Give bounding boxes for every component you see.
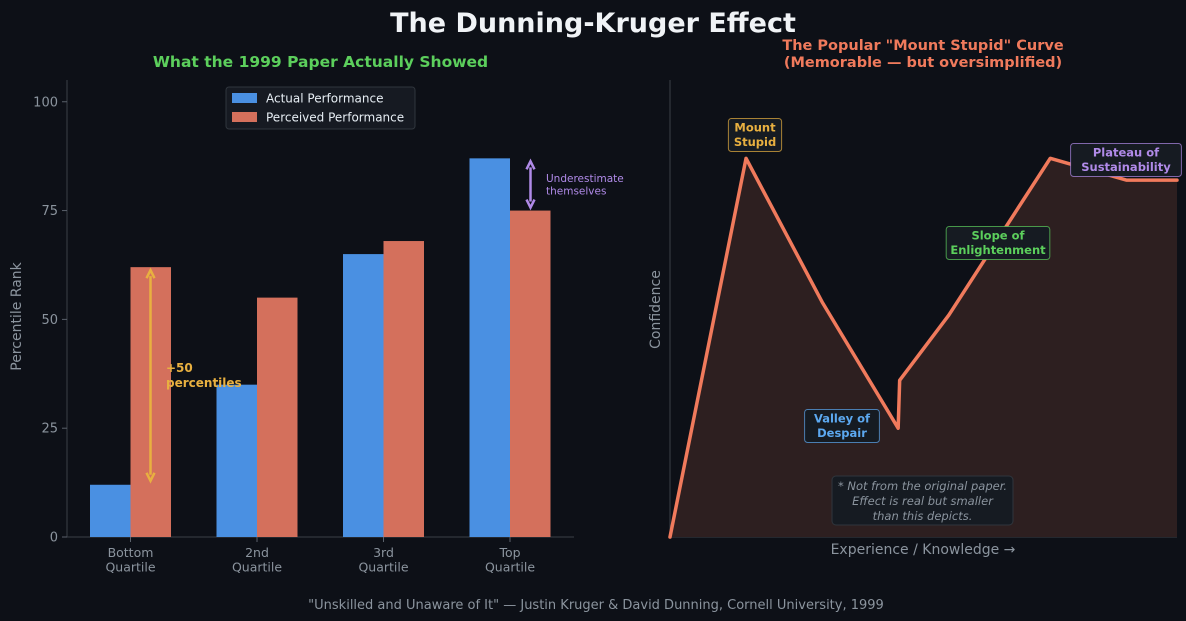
left-chart-title: What the 1999 Paper Actually Showed bbox=[153, 53, 488, 71]
disclaimer-box bbox=[831, 475, 1014, 526]
gap-annotation-label: +50 percentiles bbox=[166, 361, 242, 390]
left-y-tick-label: 0 bbox=[50, 531, 58, 546]
valley-of-despair-label-box bbox=[804, 409, 880, 443]
slope-of-enlightenment-label-box bbox=[945, 226, 1051, 260]
plateau-of-sustainability-label: Plateau of Sustainability bbox=[1081, 146, 1171, 175]
slope-of-enlightenment-label: Slope of Enlightenment bbox=[950, 229, 1046, 258]
actual-performance-bar bbox=[216, 384, 257, 537]
legend-swatch-actual bbox=[232, 93, 257, 103]
right-line-chart: The Popular "Mount Stupid" Curve (Memorab… bbox=[648, 38, 1182, 558]
left-x-tick-label: 3rd Quartile bbox=[358, 545, 408, 575]
figure-footer: "Unskilled and Unaware of It" — Justin K… bbox=[308, 598, 884, 613]
left-legend: Actual Performance Perceived Performance bbox=[225, 86, 416, 130]
left-x-tick-label: Bottom Quartile bbox=[105, 545, 155, 575]
perceived-performance-bar bbox=[510, 210, 551, 538]
left-y-tick-label: 50 bbox=[41, 313, 58, 328]
perceived-performance-bar bbox=[383, 241, 424, 538]
gap-arrow-head-bottom bbox=[145, 472, 156, 484]
left-y-axis-label: Percentile Rank bbox=[9, 261, 25, 370]
perceived-performance-bar bbox=[257, 297, 298, 537]
left-y-tick-label: 75 bbox=[41, 204, 58, 219]
actual-performance-bar bbox=[469, 158, 510, 538]
actual-performance-bar bbox=[90, 484, 131, 537]
gap-arrow-head-top bbox=[145, 267, 156, 279]
disclaimer-note: * Not from the original paper. Effect is … bbox=[838, 479, 1007, 523]
valley-of-despair-label: Valley of Despair bbox=[814, 412, 871, 441]
legend-label-perceived: Perceived Performance bbox=[266, 111, 404, 125]
plateau-of-sustainability-label-box bbox=[1070, 143, 1182, 177]
legend-label-actual: Actual Performance bbox=[266, 92, 383, 106]
figure-title: The Dunning-Kruger Effect bbox=[390, 8, 796, 39]
mount-stupid-label-box bbox=[727, 118, 783, 152]
left-bar-chart: What the 1999 Paper Actually Showed 0 25 50… bbox=[9, 53, 624, 575]
right-y-axis-label: Confidence bbox=[648, 270, 664, 349]
underestimate-annotation-label: Underestimate themselves bbox=[546, 173, 624, 198]
mount-stupid-label: Mount Stupid bbox=[734, 121, 776, 150]
right-chart-title: The Popular "Mount Stupid" Curve (Memorab… bbox=[782, 38, 1064, 71]
right-x-axis-label: Experience / Knowledge → bbox=[831, 542, 1016, 558]
left-x-tick-label: Top Quartile bbox=[485, 545, 535, 575]
left-y-tick-label: 25 bbox=[41, 422, 58, 437]
left-x-tick-label: 2nd Quartile bbox=[232, 545, 282, 575]
underestimate-arrow-head-bottom bbox=[525, 199, 536, 211]
legend-frame bbox=[225, 86, 416, 130]
left-y-tick-label: 100 bbox=[33, 95, 58, 110]
underestimate-arrow-head-top bbox=[525, 158, 536, 170]
actual-performance-bar bbox=[343, 254, 384, 537]
legend-swatch-perceived bbox=[232, 112, 257, 122]
